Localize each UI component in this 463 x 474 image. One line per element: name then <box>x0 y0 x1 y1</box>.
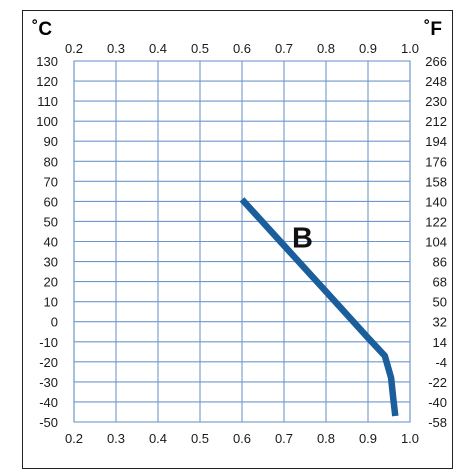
x-tick-labels-bottom: 0.2 0.3 0.4 0.5 0.6 0.7 0.8 0.9 1.0 <box>65 431 419 446</box>
y-tick-labels-celsius: 1301201101009080706050403020100-10-20-30… <box>36 54 58 430</box>
x-tick-label-bottom: 0.8 <box>317 431 335 446</box>
x-tick-label-bottom: 0.2 <box>65 431 83 446</box>
y-tick-label-fahrenheit: -22 <box>428 375 447 390</box>
y-tick-label-celsius: 40 <box>44 235 58 250</box>
x-tick-label-bottom: 0.6 <box>233 431 251 446</box>
y-tick-label-fahrenheit: 212 <box>425 114 447 129</box>
y-tick-label-celsius: 130 <box>36 54 58 69</box>
y-tick-label-celsius: 70 <box>44 174 58 189</box>
x-tick-label-top: 0.7 <box>275 41 293 56</box>
series-label-B: B <box>292 223 313 255</box>
y-tick-label-celsius: 50 <box>44 214 58 229</box>
y-tick-label-fahrenheit: 248 <box>425 74 447 89</box>
x-tick-label-top: 0.4 <box>149 41 167 56</box>
y-tick-label-celsius: -10 <box>39 335 58 350</box>
x-tick-label-top: 1.0 <box>401 41 419 56</box>
x-tick-label-top: 0.8 <box>317 41 335 56</box>
x-tick-label-bottom: 0.4 <box>149 431 167 446</box>
y-tick-label-celsius: 0 <box>51 315 58 330</box>
y-tick-label-fahrenheit: 14 <box>433 335 447 350</box>
y-tick-label-celsius: 10 <box>44 295 58 310</box>
x-tick-label-bottom: 1.0 <box>401 431 419 446</box>
left-unit-label: ˚C <box>32 19 52 40</box>
x-tick-label-top: 0.5 <box>191 41 209 56</box>
y-tick-label-celsius: -40 <box>39 395 58 410</box>
chart-frame <box>22 10 453 469</box>
y-tick-label-fahrenheit: 32 <box>433 315 447 330</box>
x-tick-label-bottom: 0.7 <box>275 431 293 446</box>
y-tick-label-fahrenheit: 86 <box>433 255 447 270</box>
y-tick-label-celsius: 100 <box>36 114 58 129</box>
x-tick-label-top: 0.2 <box>65 41 83 56</box>
x-tick-labels-top: 0.2 0.3 0.4 0.5 0.6 0.7 0.8 0.9 1.0 <box>65 41 419 56</box>
y-tick-label-fahrenheit: 104 <box>425 235 447 250</box>
x-tick-label-top: 0.6 <box>233 41 251 56</box>
grid <box>73 60 411 423</box>
right-unit-label: ˚F <box>424 19 442 40</box>
y-tick-label-celsius: 20 <box>44 275 58 290</box>
y-tick-label-celsius: 90 <box>44 134 58 149</box>
y-tick-label-celsius: 80 <box>44 154 58 169</box>
y-tick-label-celsius: 30 <box>44 255 58 270</box>
series-line-B <box>239 197 399 417</box>
x-tick-label-bottom: 0.3 <box>107 431 125 446</box>
plot-area <box>73 60 411 423</box>
y-tick-label-fahrenheit: 230 <box>425 94 447 109</box>
y-tick-label-fahrenheit: -4 <box>435 355 447 370</box>
y-tick-label-celsius: -50 <box>39 415 58 430</box>
x-tick-label-top: 0.9 <box>359 41 377 56</box>
y-tick-label-celsius: 110 <box>37 94 58 109</box>
y-tick-label-fahrenheit: 158 <box>425 174 447 189</box>
series: B <box>239 197 399 417</box>
x-tick-label-bottom: 0.5 <box>191 431 209 446</box>
y-tick-label-fahrenheit: 140 <box>425 194 447 209</box>
y-tick-label-fahrenheit: 266 <box>425 54 447 69</box>
y-tick-label-celsius: 60 <box>44 194 58 209</box>
y-tick-labels-fahrenheit: 266 248 230 212 194 176 158 140 122 104 86 68 50 32 14… <box>425 54 447 430</box>
y-tick-label-fahrenheit: -40 <box>428 395 447 410</box>
y-tick-label-fahrenheit: -58 <box>428 415 447 430</box>
y-tick-label-fahrenheit: 68 <box>433 275 447 290</box>
y-tick-label-celsius: -20 <box>39 355 58 370</box>
y-tick-label-celsius: 120 <box>36 74 58 89</box>
y-tick-label-fahrenheit: 176 <box>425 154 447 169</box>
y-tick-label-celsius: -30 <box>39 375 58 390</box>
x-tick-label-top: 0.3 <box>107 41 125 56</box>
y-tick-label-fahrenheit: 122 <box>425 214 447 229</box>
x-tick-label-bottom: 0.9 <box>359 431 377 446</box>
y-tick-label-fahrenheit: 194 <box>425 134 447 149</box>
y-tick-label-fahrenheit: 50 <box>433 295 447 310</box>
